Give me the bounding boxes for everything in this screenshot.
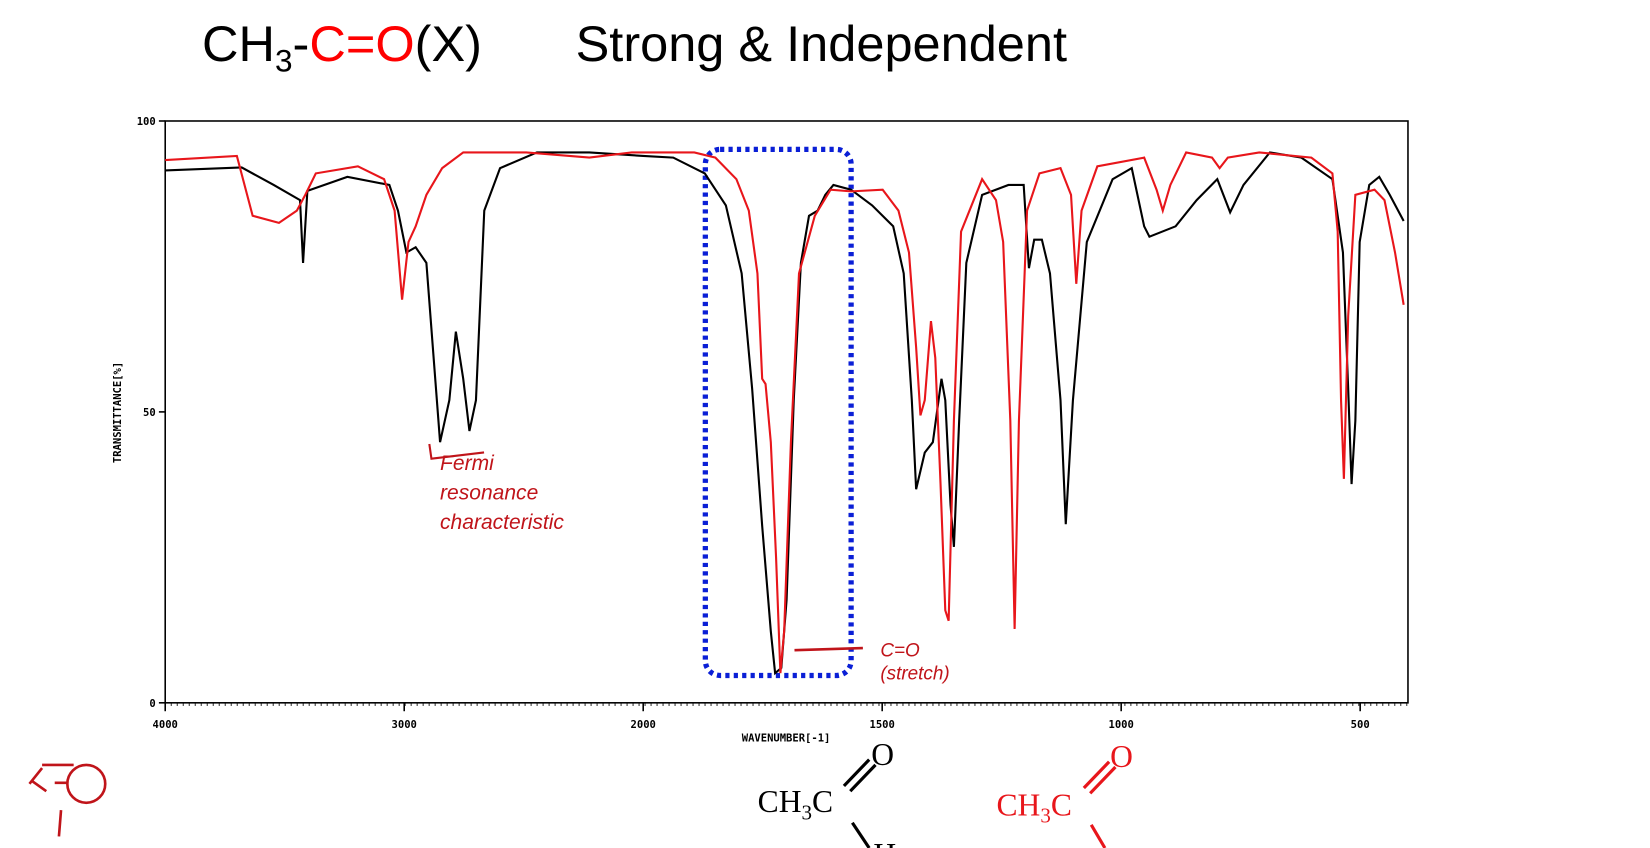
spectrum-line: [165, 151, 1405, 676]
y-tick-label: 50: [143, 407, 156, 419]
bond: [1089, 824, 1107, 848]
annotation: (stretch): [880, 663, 949, 684]
scribble: [66, 763, 107, 805]
x-tick-label: 4000: [153, 719, 178, 731]
structure-atom: H: [873, 837, 896, 848]
title-part: 3: [275, 43, 293, 79]
double-bond: [842, 758, 871, 788]
spectrum-line: [165, 151, 1405, 674]
highlight-box: [702, 146, 854, 679]
structure-atom: O: [1110, 739, 1133, 774]
title-part: C=O: [309, 15, 414, 72]
structure-formula: CH3C: [997, 787, 1072, 827]
structure-atom: O: [871, 737, 894, 772]
formula-part: C: [1051, 787, 1072, 822]
scribble: [28, 767, 48, 793]
slide-title: CH3-C=O(X) Strong & Independent: [202, 15, 1067, 79]
structure-formula: CH3C: [758, 784, 833, 824]
structure-red: CH3C O: [997, 739, 1133, 848]
title-part: Strong & Independent: [576, 15, 1067, 72]
formula-part: 3: [801, 801, 812, 825]
annotation: resonance: [440, 482, 538, 505]
formula-part: C: [812, 784, 833, 819]
x-tick-label: 1000: [1109, 719, 1134, 731]
x-tick-label: 2000: [631, 719, 656, 731]
title-part: (X): [415, 15, 482, 72]
annotation-pointer: [794, 646, 863, 652]
x-tick-label: 500: [1351, 719, 1370, 731]
bond: [851, 821, 871, 848]
formula-part: 3: [1040, 804, 1051, 828]
y-tick-label: 100: [137, 116, 156, 128]
x-axis-label: WAVENUMBER[-1]: [742, 733, 831, 745]
annotation: Fermi: [440, 452, 495, 475]
formula-part: CH: [758, 784, 802, 819]
plot-frame: [164, 120, 1409, 704]
double-bond: [1082, 760, 1111, 790]
y-axis-label: TRANSMITTANCE[%]: [112, 362, 124, 463]
y-tick-label: 0: [149, 698, 155, 710]
annotation-pointer: [428, 443, 485, 460]
scribble: [54, 781, 68, 837]
formula-part: CH: [997, 787, 1041, 822]
structure-black: CH3C O H: [758, 737, 896, 848]
double-bond: [849, 763, 877, 793]
x-tick-label: 1500: [870, 719, 895, 731]
handwritten-note: [28, 763, 107, 837]
annotation: characteristic: [440, 511, 564, 534]
annotation: C=O: [880, 640, 920, 661]
title-part: CH: [202, 15, 275, 72]
x-tick-label: 3000: [392, 719, 417, 731]
double-bond: [1089, 765, 1117, 795]
title-part: -: [293, 15, 310, 72]
